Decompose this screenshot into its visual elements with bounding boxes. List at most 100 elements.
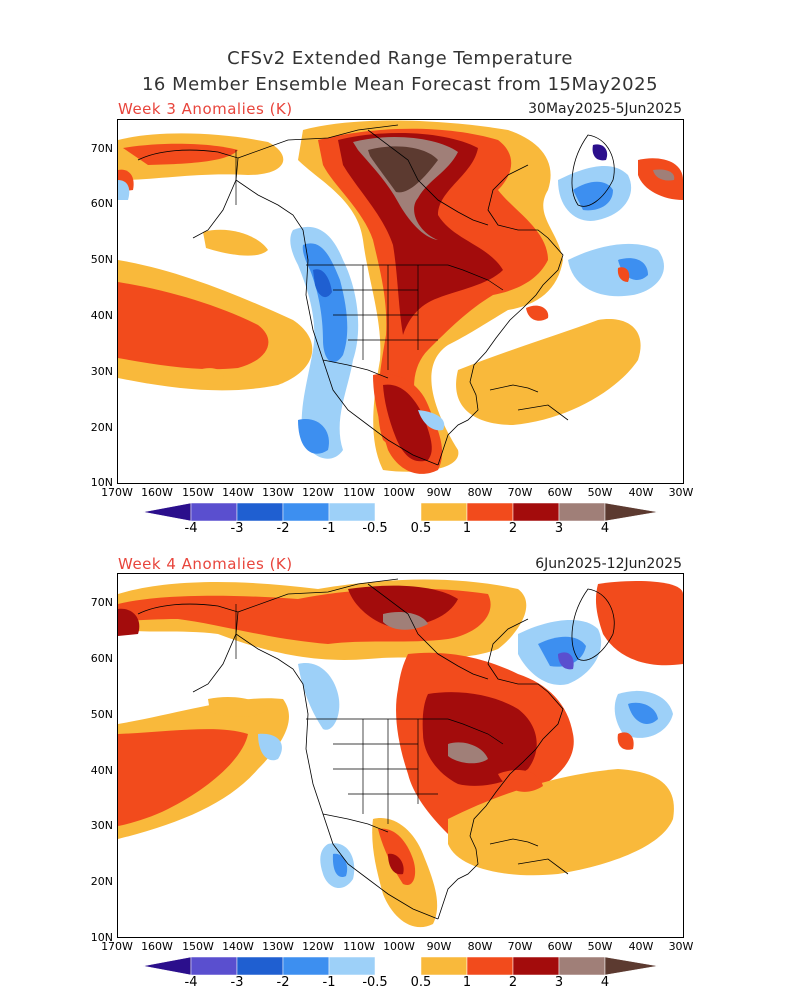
legend-label: -3 [230, 975, 244, 990]
lat-label: 70N [90, 596, 113, 609]
legend-swatch-m4-m3 [190, 503, 238, 521]
legend-label: -4 [184, 975, 198, 990]
anomaly-region [628, 702, 658, 724]
anomaly-region [368, 146, 438, 193]
week4-map [117, 573, 684, 938]
lon-label: 90W [426, 940, 452, 953]
anomaly-region [558, 652, 574, 670]
lon-label: 110W [343, 486, 375, 499]
lon-label: 160W [141, 940, 173, 953]
legend-swatch-p3-p4 [558, 957, 606, 975]
lon-label: 100W [383, 940, 415, 953]
legend-label: 2 [508, 975, 518, 990]
lon-label: 110W [343, 940, 375, 953]
anomaly-region [448, 769, 674, 876]
lon-label: 160W [141, 486, 173, 499]
lon-label: 30W [668, 486, 694, 499]
chart-title-line1: CFSv2 Extended Range Temperature [227, 48, 573, 69]
anomaly-region [123, 143, 238, 165]
week4-label: Week 4 Anomalies (K) [118, 555, 293, 573]
lat-label: 40N [90, 309, 113, 322]
lon-label: 30W [668, 940, 694, 953]
anomaly-region [383, 612, 428, 630]
week4-dates: 6Jun2025-12Jun2025 [535, 556, 682, 572]
anomaly-region [595, 581, 683, 666]
anomaly-region [388, 853, 404, 875]
legend-swatch-m3-m2 [236, 957, 284, 975]
legend-swatch-p3-p4 [558, 503, 606, 521]
legend-swatch-m3-m2 [236, 503, 284, 521]
legend-label: 1 [462, 521, 472, 536]
lon-label: 90W [426, 486, 452, 499]
lon-label: 60W [547, 940, 573, 953]
legend-swatch-m1-m05 [328, 957, 376, 975]
legend-label: 3 [554, 521, 564, 536]
lat-label: 60N [90, 652, 113, 665]
week3-label: Week 3 Anomalies (K) [118, 100, 293, 118]
legend-swatch-neutral [375, 503, 421, 521]
legend-label: 4 [600, 521, 610, 536]
legend-swatch-m2-m1 [282, 503, 330, 521]
chart-title-line2: 16 Member Ensemble Mean Forecast from 15… [141, 74, 659, 95]
legend-swatch-neutral [375, 957, 421, 975]
legend-label: -2 [276, 975, 290, 990]
anomaly-region [298, 663, 340, 730]
anomaly-region [332, 853, 348, 878]
coastline [137, 578, 615, 920]
lon-label: 120W [302, 940, 334, 953]
lat-label: 30N [90, 819, 113, 832]
lat-label: 50N [90, 253, 113, 266]
anomaly-region [383, 384, 432, 462]
lon-label: 100W [383, 486, 415, 499]
lon-label: 80W [467, 940, 493, 953]
week4-map-svg [118, 578, 683, 928]
legend-swatch-gt-4 [604, 957, 658, 975]
anomaly-region [418, 410, 445, 431]
legend-label: -0.5 [362, 975, 388, 990]
lat-label: 20N [90, 875, 113, 888]
lon-label: 170W [101, 940, 133, 953]
lat-label: 20N [90, 421, 113, 434]
lon-label: 70W [507, 940, 533, 953]
anomaly-region [568, 243, 664, 297]
anomaly-region [653, 169, 675, 181]
anomaly-region [526, 305, 549, 321]
lon-label: 40W [628, 486, 654, 499]
anomaly-region [592, 144, 608, 161]
lon-label: 50W [587, 486, 613, 499]
legend-swatch-m4-m3 [190, 957, 238, 975]
anomaly-region [118, 729, 248, 826]
week3-legend-colorbar [143, 503, 658, 521]
lon-label: 130W [262, 940, 294, 953]
borders [235, 604, 504, 833]
anomaly-region [348, 585, 458, 627]
anomaly-region [118, 608, 140, 636]
anomaly-region [422, 692, 537, 786]
legend-label: 0.5 [410, 975, 432, 990]
legend-label: 0.5 [410, 521, 432, 536]
anomaly-region [203, 229, 268, 256]
lon-label: 170W [101, 486, 133, 499]
anomaly-region [573, 181, 613, 211]
anomaly-region [448, 742, 488, 764]
lon-label: 40W [628, 940, 654, 953]
legend-swatch-lt-4 [143, 957, 192, 975]
legend-label: -4 [184, 521, 198, 536]
lon-label: 120W [302, 486, 334, 499]
legend-swatch-p1-p2 [466, 957, 514, 975]
anomaly-region [118, 180, 130, 200]
coastline [137, 124, 615, 466]
anomaly-region [298, 419, 329, 454]
lat-label: 40N [90, 764, 113, 777]
legend-swatch-p2-p3 [512, 503, 560, 521]
lon-label: 80W [467, 486, 493, 499]
anomaly-region [638, 158, 683, 200]
lon-label: 150W [182, 940, 214, 953]
week3-dates: 30May2025-5Jun2025 [528, 101, 682, 117]
legend-swatch-m2-m1 [282, 957, 330, 975]
lat-label: 70N [90, 142, 113, 155]
lon-label: 50W [587, 940, 613, 953]
anomaly-region [208, 697, 268, 717]
legend-swatch-p2-p3 [512, 957, 560, 975]
lat-label: 50N [90, 708, 113, 721]
